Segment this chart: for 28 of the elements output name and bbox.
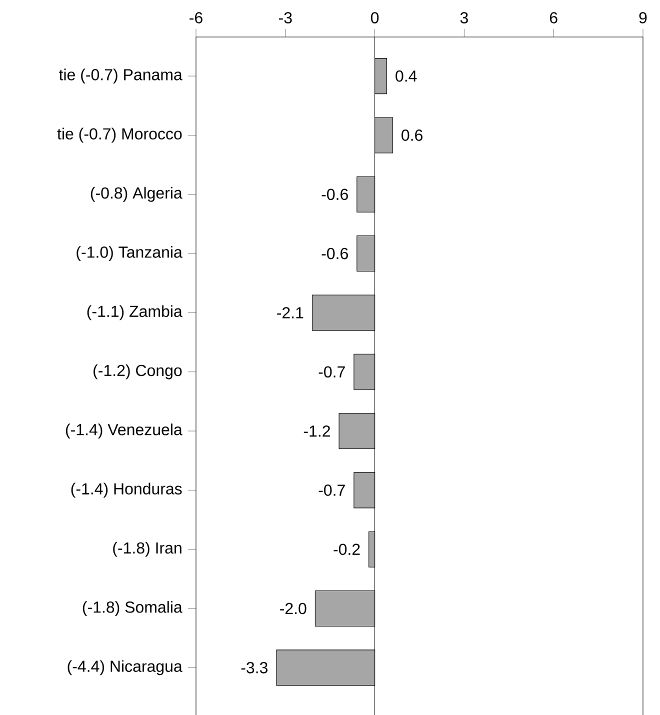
x-tick-label: 0 — [370, 12, 379, 24]
y-tick-label: (-1.2) Congo — [94, 364, 182, 380]
y-tick-label: (-1.8) Iran — [113, 542, 182, 557]
data-label: -0.7 — [318, 484, 345, 496]
x-tick-label: -3 — [278, 12, 292, 24]
y-tick-label: (-1.8) Somalia — [82, 601, 182, 616]
data-label: -2.1 — [277, 307, 304, 318]
y-tick-label: (-1.1) Zambia — [87, 305, 182, 320]
y-tick-label: (-1.4) Venezuela — [66, 424, 182, 438]
y-tick-label: (-0.8) Algeria — [90, 186, 182, 202]
y-tick-label: tie (-0.7) Morocco — [57, 128, 182, 143]
data-label: -0.2 — [334, 544, 360, 556]
data-label: -0.7 — [318, 366, 345, 378]
data-label: -3.3 — [241, 662, 268, 674]
data-label: -2.0 — [280, 602, 306, 614]
x-tick-label: 3 — [460, 12, 468, 24]
data-label: -0.6 — [322, 188, 348, 200]
x-tick-label: -6 — [190, 12, 202, 24]
y-tick-label: tie (-0.7) Panama — [59, 68, 182, 84]
x-tick-label: 6 — [550, 12, 558, 24]
data-label: 0.6 — [402, 130, 422, 141]
data-label: -0.6 — [322, 248, 348, 260]
y-tick-label: (-1.0) Tanzania — [76, 246, 182, 261]
data-label: -1.2 — [304, 425, 330, 437]
data-label: 0.4 — [396, 70, 417, 82]
y-tick-label: (-1.4) Honduras — [71, 482, 182, 498]
x-tick-label: 9 — [639, 12, 647, 24]
y-tick-label: (-4.4) Nicaragua — [68, 660, 182, 676]
